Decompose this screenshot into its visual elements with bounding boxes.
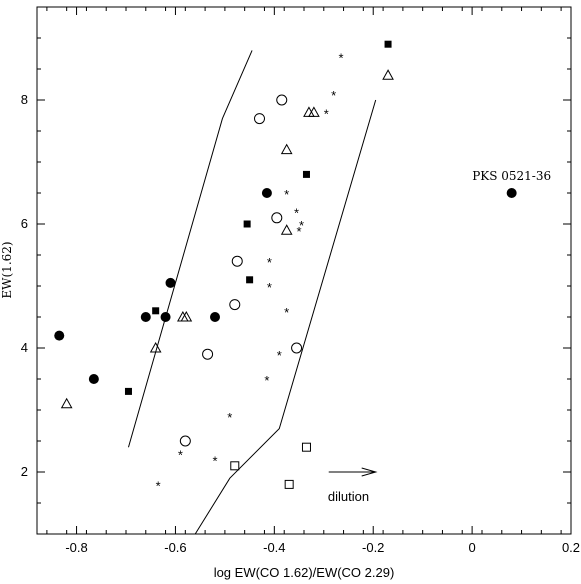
dilution-arrow-head [361,467,378,477]
asterisk-point: * [264,373,269,388]
open-triangle-point [303,106,315,117]
open-circle-point [231,255,243,267]
tick-labels: -0.8 -0.6 -0.4 -0.2 0 0.2 2 4 6 8 [21,92,580,555]
annotation-label-pks: PKS 0521-36 [472,169,551,183]
asterisk-point: * [324,106,329,121]
data-points: ** ************** [54,40,517,493]
filled-circle-point [506,188,517,198]
open-triangle-point [60,397,73,409]
open-circle-point [291,342,303,354]
asterisk-point: * [331,88,336,103]
open-circle-point [202,348,214,360]
asterisk-point: * [299,218,304,233]
boundary-line [127,50,253,448]
open-square-point [284,479,294,489]
open-square-point [230,461,240,471]
asterisk-point: * [156,478,161,493]
asterisk-point: * [294,206,299,221]
filled-square-point [302,170,310,178]
boundary-lines [127,50,377,535]
annotations: PKS 0521-36 dilution [328,169,551,504]
x-tick-label: -0.6 [164,540,186,555]
open-circle-point [271,212,283,224]
asterisk-point: * [267,255,272,270]
open-circle-point [276,94,288,106]
filled-square-point [384,40,392,48]
boundary-line [194,99,377,535]
asterisk-point: * [277,348,282,363]
filled-circle-point [88,374,99,384]
axis-ticks [37,6,572,534]
asterisk-point: * [212,454,217,469]
open-triangle-point [280,143,293,155]
y-tick-label: 8 [21,92,28,107]
filled-square-point [124,387,132,395]
open-triangle-point [308,106,320,117]
filled-circle-point [160,312,171,322]
asterisk-point: * [284,305,289,320]
annotation-label-dilution: dilution [328,489,369,504]
filled-square-point [152,307,160,315]
plot-frame [36,6,572,535]
open-triangle-point [180,310,193,322]
open-circle-point [229,299,241,311]
x-tick-label: -0.8 [65,540,87,555]
filled-circle-point [54,330,65,341]
filled-square-point [246,276,254,284]
asterisk-point: * [178,447,183,462]
asterisk-point: * [339,51,344,66]
y-tick-label: 6 [21,216,28,231]
filled-circle-point [261,188,272,198]
open-circle-point [179,435,191,447]
asterisk-point: * [267,280,272,295]
open-triangle-point [149,341,162,353]
filled-circle-point [165,277,176,288]
filled-square-point [243,220,251,228]
filled-circle-point [140,312,151,322]
asterisk-point: * [227,410,232,425]
x-tick-label: 0 [468,540,475,555]
filled-circle-point [210,312,220,322]
y-tick-label: 2 [21,464,28,479]
open-square-point [301,442,311,452]
open-circle-point [254,113,265,125]
open-triangle-point [177,310,189,322]
asterisk-point: * [297,224,302,239]
y-tick-label: 4 [21,340,28,355]
x-tick-label: -0.2 [362,540,384,555]
y-axis-label: EW(1.62) [0,241,14,298]
x-axis-label: log EW(CO 1.62)/EW(CO 2.29) [214,565,395,580]
x-tick-label: 0.2 [562,540,580,555]
open-triangle-point [382,69,394,80]
asterisk-point: * [284,187,289,202]
open-triangle-point [280,224,293,235]
x-tick-label: -0.4 [263,540,285,555]
